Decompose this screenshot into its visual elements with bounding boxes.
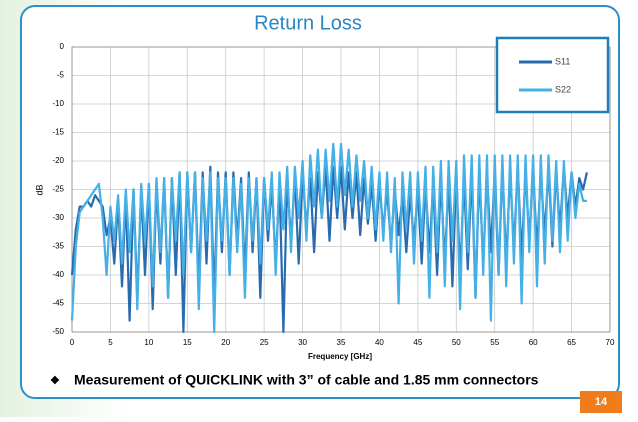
y-tick-label: -10 bbox=[52, 99, 64, 108]
y-tick-label: -35 bbox=[52, 242, 64, 251]
x-tick-label: 20 bbox=[221, 338, 230, 347]
x-tick-label: 50 bbox=[452, 338, 461, 347]
page-number: 14 bbox=[595, 396, 608, 408]
x-tick-label: 0 bbox=[70, 338, 75, 347]
y-tick-label: -30 bbox=[52, 213, 64, 222]
legend-label: S11 bbox=[555, 56, 570, 66]
x-tick-label: 10 bbox=[144, 338, 153, 347]
x-tick-label: 25 bbox=[260, 338, 269, 347]
slide-note: Measurement of QUICKLINK with 3” of cabl… bbox=[74, 372, 539, 388]
x-tick-label: 60 bbox=[529, 338, 538, 347]
x-tick-label: 30 bbox=[298, 338, 307, 347]
x-tick-label: 70 bbox=[606, 338, 615, 347]
x-tick-label: 5 bbox=[108, 338, 113, 347]
y-tick-label: -20 bbox=[52, 156, 64, 165]
y-axis-label: dB bbox=[34, 184, 44, 195]
y-tick-label: -50 bbox=[52, 327, 64, 336]
x-tick-label: 15 bbox=[183, 338, 192, 347]
y-tick-label: -5 bbox=[57, 71, 65, 80]
y-tick-label: -25 bbox=[52, 185, 64, 194]
y-tick-label: 0 bbox=[60, 42, 65, 51]
x-tick-label: 35 bbox=[337, 338, 346, 347]
plot-border bbox=[71, 46, 611, 333]
y-tick-label: -45 bbox=[52, 299, 64, 308]
bullet: ❖ bbox=[50, 375, 60, 387]
x-tick-label: 45 bbox=[413, 338, 422, 347]
series-line bbox=[70, 142, 587, 334]
chart-title: Return Loss bbox=[254, 12, 362, 34]
x-tick-label: 40 bbox=[375, 338, 384, 347]
y-tick-label: -15 bbox=[52, 128, 64, 137]
x-tick-label: 55 bbox=[490, 338, 499, 347]
y-tick-label: -40 bbox=[52, 270, 64, 279]
legend-box bbox=[495, 36, 610, 114]
x-axis-label: Frequency [GHz] bbox=[308, 352, 372, 361]
page-badge bbox=[580, 391, 622, 413]
x-tick-label: 65 bbox=[567, 338, 576, 347]
legend-label: S22 bbox=[555, 84, 571, 94]
